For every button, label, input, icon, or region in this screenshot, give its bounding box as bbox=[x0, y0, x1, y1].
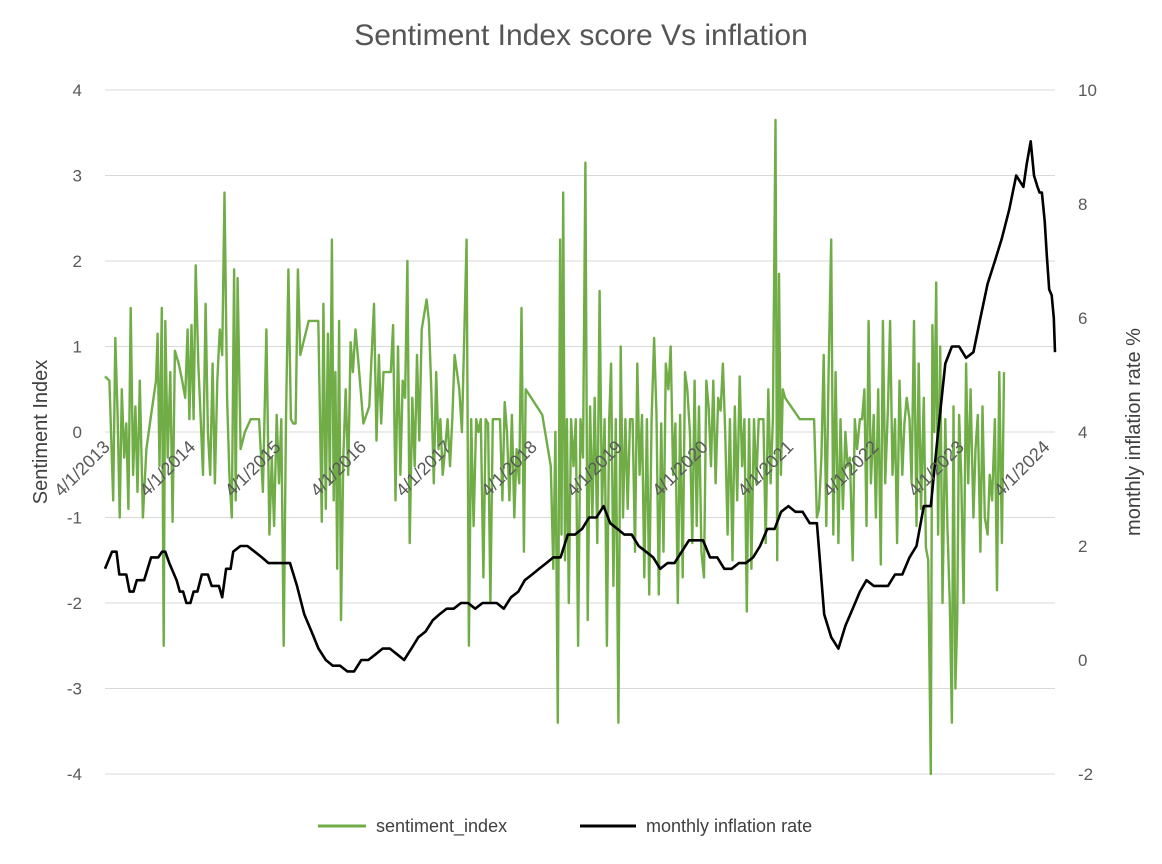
y2-tick-label: 4 bbox=[1078, 423, 1087, 442]
y2-tick-label: 6 bbox=[1078, 309, 1087, 328]
y-axis-ticks: -4 -3 -2 -1 0 1 2 3 4 bbox=[67, 81, 82, 784]
series-layer bbox=[103, 118, 1057, 776]
legend: sentiment_index monthly inflation rate bbox=[318, 816, 812, 837]
chart-title: Sentiment Index score Vs inflation bbox=[354, 19, 808, 52]
y-tick-label: 4 bbox=[73, 81, 82, 100]
y2-tick-label: 2 bbox=[1078, 537, 1087, 556]
y-tick-label: -2 bbox=[67, 594, 82, 613]
y-tick-label: 1 bbox=[73, 338, 82, 357]
y-tick-label: -3 bbox=[67, 680, 82, 699]
y2-tick-label: 0 bbox=[1078, 651, 1087, 670]
y2-tick-label: -2 bbox=[1078, 765, 1093, 784]
series-line-inflation-rate bbox=[103, 140, 1057, 673]
y-tick-label: 0 bbox=[73, 423, 82, 442]
legend-label: sentiment_index bbox=[376, 816, 507, 837]
y-tick-label: 2 bbox=[73, 252, 82, 271]
y-tick-label: -1 bbox=[67, 509, 82, 528]
legend-item-inflation-rate: monthly inflation rate bbox=[580, 816, 812, 836]
y2-axis-title: monthly inflation rate % bbox=[1123, 328, 1145, 536]
y-axis-title: Sentiment Index bbox=[30, 360, 52, 505]
legend-item-sentiment-index: sentiment_index bbox=[318, 816, 507, 837]
y2-tick-label: 10 bbox=[1078, 81, 1097, 100]
x-tick-label: 4/1/2013 bbox=[50, 437, 114, 501]
y2-tick-label: 8 bbox=[1078, 195, 1087, 214]
y2-axis-ticks: -2 0 2 4 6 8 10 bbox=[1078, 81, 1097, 784]
y-tick-label: -4 bbox=[67, 765, 82, 784]
legend-label: monthly inflation rate bbox=[646, 816, 812, 836]
y-tick-label: 3 bbox=[73, 167, 82, 186]
